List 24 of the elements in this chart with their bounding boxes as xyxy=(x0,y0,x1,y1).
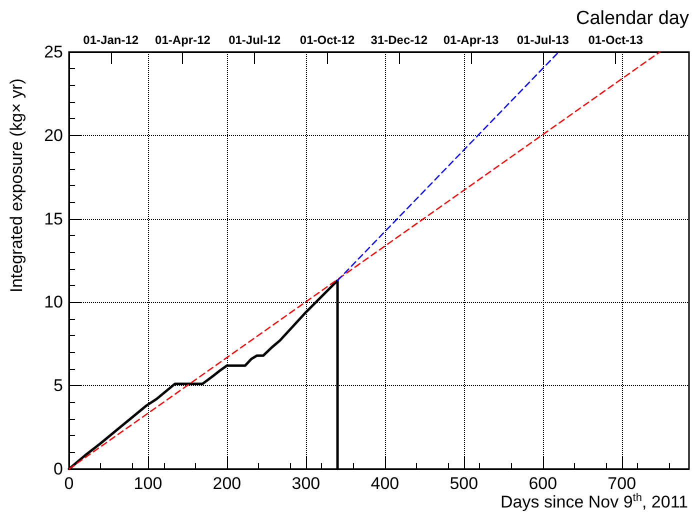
x2-tick-label: 31-Dec-12 xyxy=(370,33,428,47)
x2-tick-label: 01-Oct-12 xyxy=(300,33,355,47)
y-tick-label: 15 xyxy=(44,209,63,228)
y-tick-label: 20 xyxy=(44,126,63,145)
x2-tick-label: 01-Oct-13 xyxy=(588,33,644,47)
x-tick-label: 600 xyxy=(528,474,558,493)
x-tick-label: 400 xyxy=(370,474,400,493)
x-tick-label: 700 xyxy=(608,474,636,493)
y-tick-label: 25 xyxy=(44,42,63,62)
x-axis-title: Days since Nov 9$^{th}$, 2011 xyxy=(500,492,688,513)
x2-tick-label: 01-Apr-12 xyxy=(155,33,211,47)
x2-tick-label: 01-Jul-13 xyxy=(516,33,570,47)
y-axis-title: Integrated exposure (kg× yr) xyxy=(7,78,26,293)
x-tick-label: 200 xyxy=(212,474,242,493)
x-tick-label: 300 xyxy=(292,474,320,493)
x-tick-label: 100 xyxy=(134,474,162,493)
x2-tick-label: 01-Apr-13 xyxy=(443,33,500,47)
y-tick-label: 0 xyxy=(54,460,63,478)
y-tick-label: 5 xyxy=(54,376,63,396)
x2-tick-label: 01-Jul-12 xyxy=(228,33,281,47)
y-tick-label: 10 xyxy=(44,292,63,312)
x2-tick-label: 01-Jan-12 xyxy=(83,33,139,47)
x2-axis-title: Calendar day xyxy=(576,8,690,29)
x-tick-label: 500 xyxy=(450,474,478,493)
